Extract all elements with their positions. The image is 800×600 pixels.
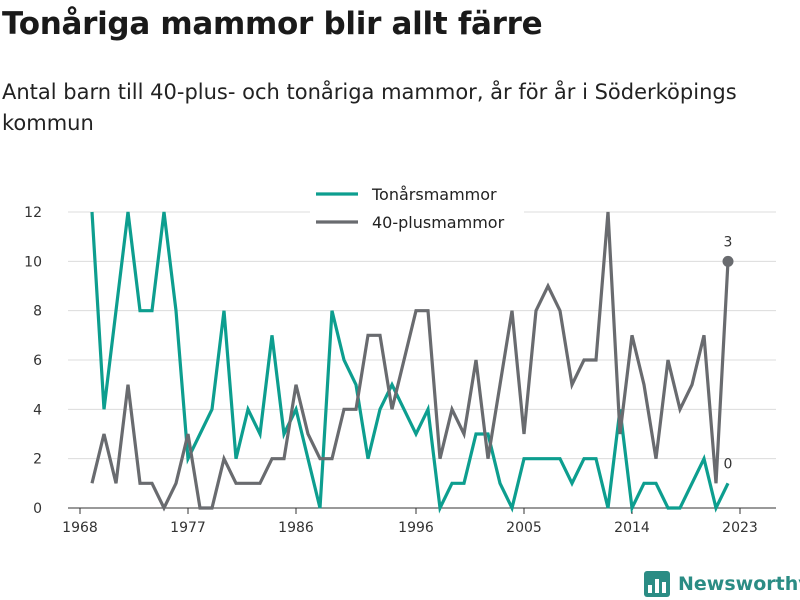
- chart-subtitle: Antal barn till 40-plus- och tonåriga ma…: [2, 80, 737, 135]
- brand-name: Newsworthy: [678, 573, 800, 595]
- x-tick-label: 1996: [398, 520, 434, 536]
- bar-chart-logo-icon: [644, 571, 670, 597]
- y-tick-label: 6: [33, 353, 42, 369]
- x-tick-label: 1977: [170, 520, 206, 536]
- series-end-label: 3: [724, 234, 733, 250]
- series-end-point: [722, 255, 734, 267]
- x-tick-label: 1986: [278, 520, 314, 536]
- x-tick-label: 1968: [62, 520, 98, 536]
- y-tick-label: 0: [33, 501, 42, 517]
- series-end-label: 0: [724, 456, 733, 472]
- x-tick-label: 2023: [722, 520, 758, 536]
- y-tick-label: 8: [33, 304, 42, 320]
- legend-label: Tonårsmammor: [371, 185, 497, 204]
- x-tick-label: 2005: [506, 520, 542, 536]
- legend-label: 40-plusmammor: [372, 213, 505, 232]
- y-tick-label: 2: [33, 452, 42, 468]
- x-tick-label: 2014: [614, 520, 650, 536]
- y-tick-label: 12: [24, 205, 42, 221]
- y-tick-label: 10: [24, 254, 42, 270]
- chart-title: Tonåriga mammor blir allt färre: [2, 6, 543, 42]
- y-tick-label: 4: [33, 402, 42, 418]
- newsworthy-logo[interactable]: Newsworthy: [644, 569, 800, 599]
- series-line-40-plusmammor: [90, 211, 730, 512]
